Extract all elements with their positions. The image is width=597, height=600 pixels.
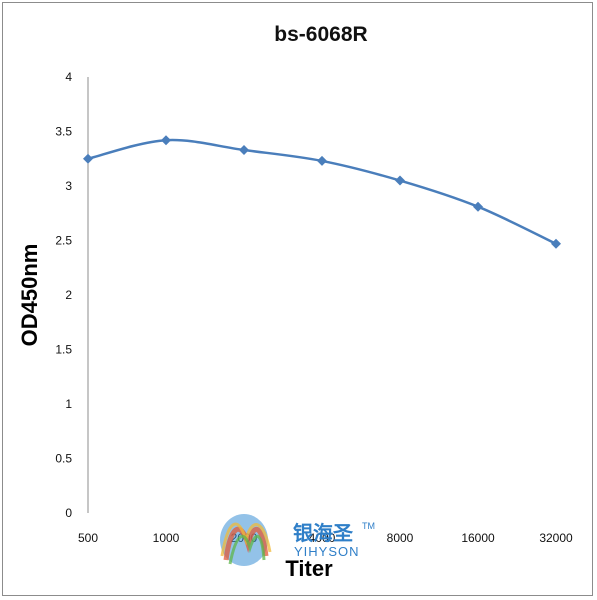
- data-point-marker: [395, 175, 405, 186]
- watermark-chinese-text: 银海圣: [293, 521, 354, 545]
- y-tick-label: 0: [65, 506, 72, 520]
- series-line-group: [87, 138, 557, 245]
- watermark-english-text: YIHYSON: [294, 544, 360, 559]
- data-point-marker: [473, 201, 483, 212]
- y-tick-label: 3: [65, 179, 72, 193]
- x-tick-label: 16000: [461, 531, 495, 545]
- y-tick-label: 2.5: [55, 234, 72, 248]
- y-tick-label: 1.5: [55, 343, 72, 357]
- data-point-marker: [161, 135, 171, 146]
- watermark: 银海圣 TM YIHYSON: [220, 514, 375, 566]
- y-tick-label: 3.5: [55, 125, 72, 139]
- series-line: [87, 138, 557, 245]
- y-tick-label: 1: [65, 397, 72, 411]
- watermark-tm-text: TM: [362, 521, 375, 531]
- watermark-logo-icon: [220, 514, 272, 566]
- y-tick-label: 4: [65, 70, 72, 84]
- x-tick-label: 500: [78, 531, 98, 545]
- data-point-marker: [317, 155, 327, 166]
- x-tick-label: 32000: [539, 531, 573, 545]
- x-tick-label: 1000: [153, 531, 180, 545]
- x-tick-label: 4000: [309, 531, 336, 545]
- y-tick-label: 2: [65, 288, 72, 302]
- chart-title: bs-6068R: [274, 23, 367, 46]
- series-markers: [83, 135, 561, 249]
- y-tick-label: 0.5: [55, 452, 72, 466]
- data-point-marker: [551, 238, 561, 249]
- data-point-marker: [239, 145, 249, 156]
- x-tick-label: 8000: [387, 531, 414, 545]
- x-axis-title: Titer: [285, 556, 333, 581]
- y-axis-title: OD450nm: [17, 244, 42, 347]
- data-point-marker: [83, 153, 93, 164]
- y-tick-labels: 0 0.5 1 1.5 2 2.5 3 3.5 4: [55, 70, 72, 520]
